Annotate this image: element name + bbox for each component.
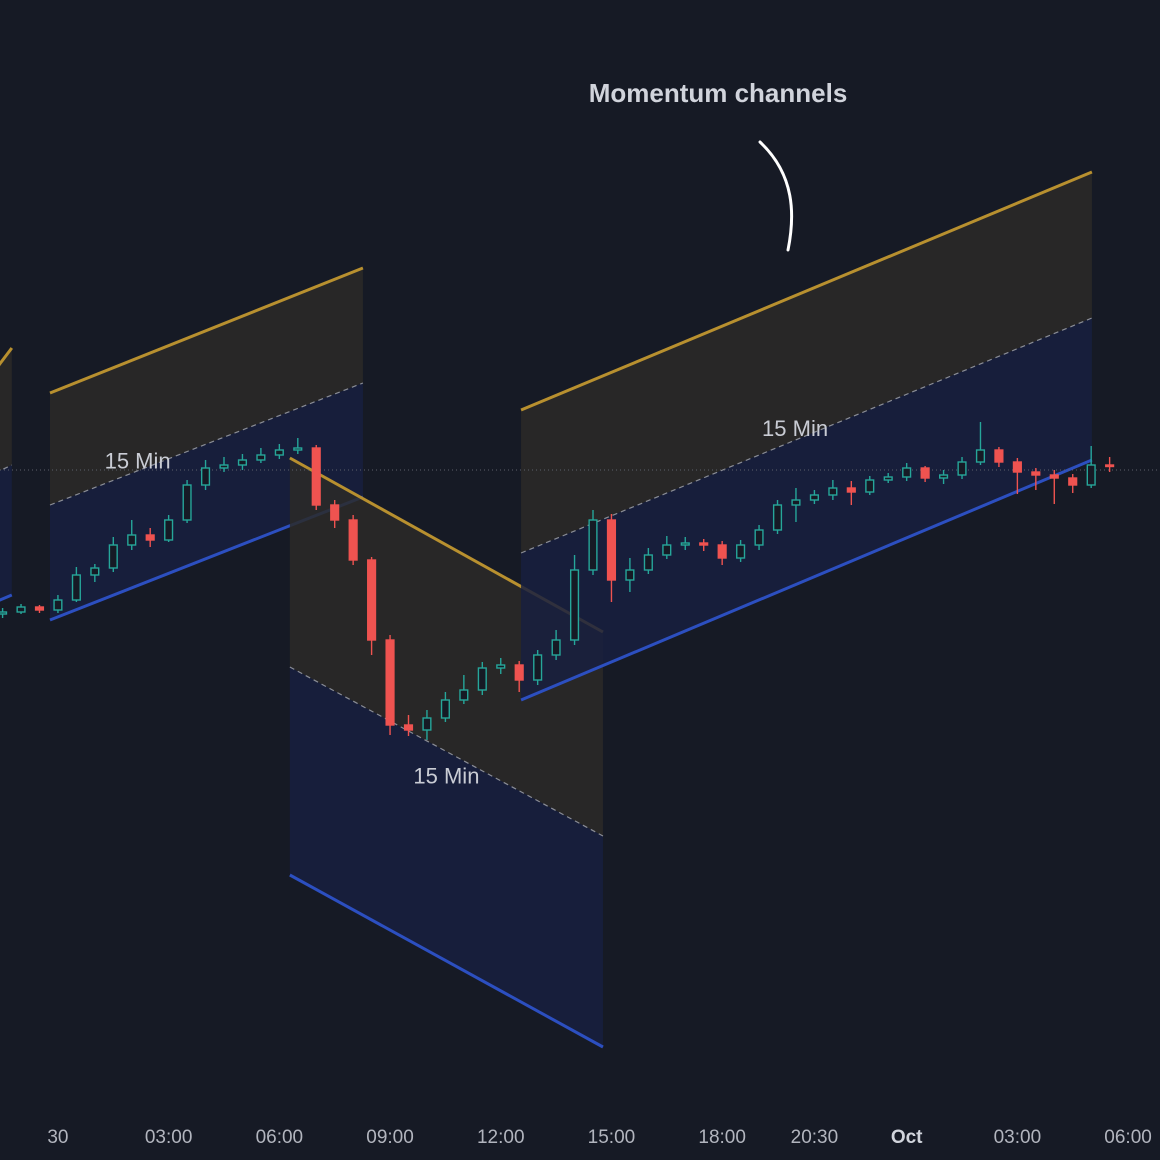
candle-body: [865, 479, 875, 493]
candle-body: [975, 449, 986, 463]
channel-lower-fill: [50, 383, 363, 620]
channel-upper-fill: [521, 172, 1092, 553]
candle-body: [588, 519, 598, 571]
x-tick-label: 03:00: [145, 1127, 193, 1148]
annotation-arrow: [758, 140, 794, 252]
candle-body: [1086, 464, 1096, 486]
candle-body: [440, 699, 450, 719]
channel-lower-fill: [521, 318, 1092, 700]
candle-body: [367, 559, 377, 641]
x-tick-label: 12:00: [477, 1127, 525, 1148]
candle-body: [754, 529, 764, 546]
candle-body: [200, 467, 211, 486]
candle-body: [477, 667, 487, 691]
candle-body: [90, 567, 100, 576]
channel-upper-fill: [289, 458, 603, 836]
annotation: Momentum channels: [589, 78, 848, 108]
channel-label: 15 Min: [105, 449, 171, 474]
x-tick-label: 18:00: [698, 1127, 746, 1148]
channel-upper-line: [0, 347, 14, 367]
channel-mid-line: [520, 317, 1093, 554]
candle-body: [606, 519, 617, 581]
candle-body: [957, 461, 967, 476]
candle-body: [902, 467, 912, 478]
candle-body: [514, 664, 524, 681]
x-tick-label: 09:00: [366, 1127, 414, 1148]
channel-label: 15 Min: [762, 416, 828, 441]
candle-body: [791, 499, 801, 506]
candle-body: [680, 542, 690, 546]
candle-body: [1049, 474, 1059, 479]
candle-body: [293, 447, 303, 451]
candle-body: [772, 504, 783, 531]
candle-body: [920, 467, 930, 479]
candle-body: [348, 519, 358, 561]
candle-body: [736, 544, 746, 559]
candle-body: [496, 664, 506, 669]
candle-body: [1105, 464, 1115, 468]
channel-upper-fill: [0, 348, 12, 471]
candle-body: [127, 534, 137, 546]
candle-body: [699, 542, 709, 546]
candle-body: [459, 689, 469, 701]
candle-body: [219, 464, 229, 469]
candle-body: [385, 639, 395, 726]
candle-body: [625, 569, 635, 581]
channel-upper-fill: [50, 268, 363, 505]
candle-body: [662, 544, 672, 556]
candle-body: [145, 534, 155, 541]
candle-body: [403, 724, 414, 731]
x-tick-label: 06:00: [256, 1127, 304, 1148]
candle-body: [182, 484, 192, 521]
candle-body: [34, 606, 45, 611]
channel-upper-line: [49, 266, 364, 395]
channel-lower-line: [0, 593, 13, 602]
candle-body: [643, 554, 653, 571]
candle-body: [846, 487, 856, 493]
channel-mid-line: [49, 382, 364, 506]
candle-body: [1012, 461, 1022, 473]
candle-body: [717, 544, 727, 559]
candle-body: [330, 504, 340, 521]
channel-lower-line: [520, 458, 1093, 702]
channel-upper-line: [520, 170, 1093, 412]
x-tick-label: 15:00: [588, 1127, 636, 1148]
x-tick-label: 30: [47, 1127, 68, 1148]
candle-body: [1031, 471, 1041, 476]
candle-body: [422, 717, 432, 731]
candle-body: [1068, 477, 1078, 486]
candle-body: [237, 459, 248, 466]
channel-lower-fill: [0, 465, 12, 600]
channel-lower-line: [289, 873, 604, 1049]
x-tick-label: 03:00: [994, 1127, 1042, 1148]
candle-body: [16, 606, 26, 613]
candle-body: [53, 599, 63, 611]
candle-body: [0, 611, 8, 615]
candle-body: [533, 654, 543, 681]
x-tick-label: 20:30: [791, 1127, 839, 1148]
channel-mid-line: [0, 464, 13, 472]
plot-area: 15 Min 15 Min 15 Min: [0, 170, 1160, 1049]
candle-body: [828, 487, 838, 496]
candle-body: [938, 474, 949, 479]
candle-body: [809, 494, 819, 501]
channel-label: 15 Min: [413, 763, 479, 788]
candle-body: [569, 569, 580, 641]
x-tick-label: 06:00: [1104, 1127, 1152, 1148]
candle-body: [994, 449, 1004, 463]
candle-body: [71, 574, 81, 601]
x-tick-label: Oct: [891, 1127, 923, 1148]
candle-body: [551, 639, 561, 656]
candle-body: [256, 454, 266, 461]
candle-body: [883, 476, 893, 481]
candle-body: [274, 449, 284, 456]
candle-body: [164, 519, 174, 541]
candle-body: [108, 544, 118, 569]
candle-body: [311, 447, 321, 506]
channel-lower-fill: [289, 667, 603, 1047]
